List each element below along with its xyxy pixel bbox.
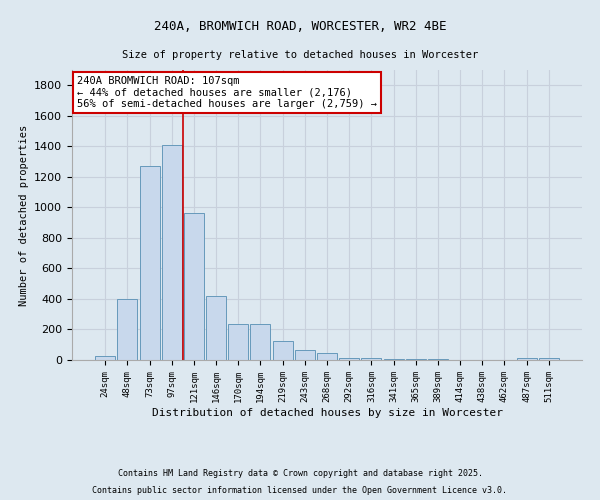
Bar [228, 324, 248, 360]
Bar [383, 359, 404, 360]
Y-axis label: Number of detached properties: Number of detached properties [19, 124, 29, 306]
Bar [317, 353, 337, 360]
Bar [517, 358, 536, 360]
Text: 240A BROMWICH ROAD: 107sqm
← 44% of detached houses are smaller (2,176)
56% of s: 240A BROMWICH ROAD: 107sqm ← 44% of deta… [77, 76, 377, 109]
Bar [539, 358, 559, 360]
Bar [206, 296, 226, 360]
X-axis label: Distribution of detached houses by size in Worcester: Distribution of detached houses by size … [151, 408, 503, 418]
Text: Contains HM Land Registry data © Crown copyright and database right 2025.: Contains HM Land Registry data © Crown c… [118, 468, 482, 477]
Bar [295, 350, 315, 360]
Text: 240A, BROMWICH ROAD, WORCESTER, WR2 4BE: 240A, BROMWICH ROAD, WORCESTER, WR2 4BE [154, 20, 446, 33]
Bar [339, 358, 359, 360]
Bar [428, 359, 448, 360]
Bar [250, 324, 271, 360]
Bar [406, 359, 426, 360]
Bar [118, 299, 137, 360]
Text: Size of property relative to detached houses in Worcester: Size of property relative to detached ho… [122, 50, 478, 60]
Bar [162, 145, 182, 360]
Text: Contains public sector information licensed under the Open Government Licence v3: Contains public sector information licen… [92, 486, 508, 495]
Bar [140, 166, 160, 360]
Bar [95, 356, 115, 360]
Bar [361, 358, 382, 360]
Bar [184, 214, 204, 360]
Bar [272, 341, 293, 360]
